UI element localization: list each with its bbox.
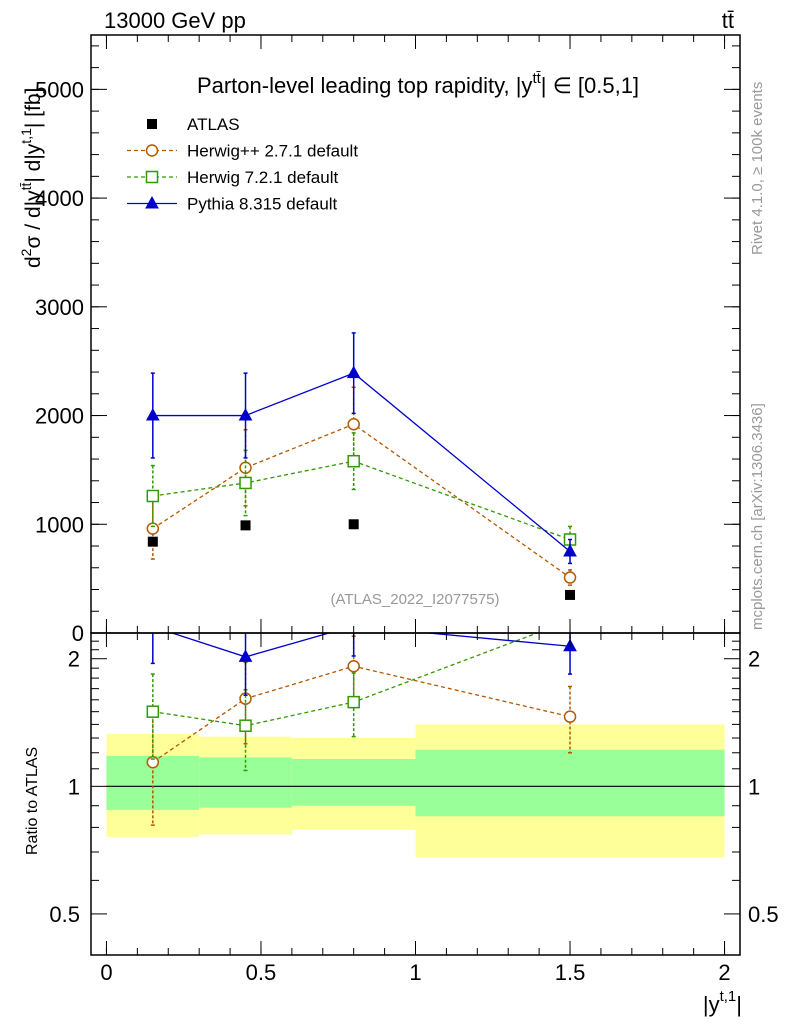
series-2-point-2 — [346, 365, 361, 379]
x-axis-label-sup: t,1 — [720, 988, 737, 1005]
series-0-ratio-point-3 — [563, 710, 577, 723]
series-1-ratio-point-1 — [239, 719, 252, 732]
series-1-point-1 — [239, 476, 252, 490]
legend-label-2: Herwig 7.2.1 default — [187, 168, 338, 187]
band-inner-bin-2 — [291, 759, 416, 806]
ratio-tick-label-left-1: 1 — [68, 774, 80, 799]
chart-title-main: Parton-level leading top rapidity, |y — [197, 73, 533, 98]
y-axis-label-sigma: σ / d|y — [22, 190, 45, 249]
legend-marker-3 — [145, 195, 159, 209]
series-2-point-1 — [238, 408, 253, 421]
legend-label-3: Pythia 8.315 default — [187, 195, 338, 214]
atlas-point-2 — [348, 519, 359, 530]
y-tick-label-0: 0 — [72, 621, 84, 646]
series-1-ratio-point-0 — [146, 705, 160, 718]
series-1-ratio-point-2 — [347, 695, 360, 709]
y-tick-label-5: 5000 — [35, 77, 84, 102]
atlas-point-0 — [147, 536, 158, 547]
ratio-tick-label-left-2: 2 — [68, 647, 80, 672]
chart-title-sup: tt̄ — [532, 70, 541, 87]
atlas-point-1 — [240, 520, 251, 531]
legend-label-1: Herwig++ 2.7.1 default — [187, 142, 358, 161]
ratio-tick-label-right-0: 0.5 — [748, 902, 779, 927]
series-1-line — [152, 460, 571, 541]
series-1-point-2 — [347, 454, 360, 468]
y-axis-label-tail: | [fb] — [22, 88, 45, 128]
rivet-label: Rivet 4.1.0, ≥ 100k events — [749, 82, 766, 255]
main-plot-area — [145, 332, 577, 600]
ratio-plot-area — [146, 620, 577, 826]
ratio-tick-label-left-0: 0.5 — [49, 902, 80, 927]
chart-title-tail: | ∈ [0.5,1] — [541, 73, 639, 98]
series-0-ratio-line — [152, 665, 571, 763]
x-tick-label-4: 2 — [718, 960, 730, 985]
series-2-ratio-point-1 — [238, 649, 253, 662]
series-2-point-0 — [145, 408, 160, 421]
y-axis-label-sup2: 2 — [18, 248, 34, 256]
atlas-point-3 — [565, 589, 576, 600]
series-0-ratio-point-2 — [347, 659, 360, 673]
x-tick-label-3: 1.5 — [555, 960, 586, 985]
y-axis-label-mid: | d|y — [22, 143, 45, 182]
x-axis-label-main: |y — [703, 992, 720, 1017]
series-1-point-0 — [146, 489, 160, 503]
analysis-label: (ATLAS_2022_I2077575) — [330, 591, 499, 608]
y-tick-label-2: 2000 — [35, 404, 84, 429]
x-tick-label-1: 0.5 — [246, 960, 277, 985]
series-0-line — [152, 423, 571, 579]
y-axis-label-d: d — [22, 256, 45, 268]
y-tick-label-4: 4000 — [35, 186, 84, 211]
legend: ATLAS Herwig++ 2.7.1 default Herwig 7.2.1 … — [127, 115, 358, 214]
y-axis-label-sup-tt: tt̄ — [18, 183, 34, 191]
legend-label-0: ATLAS — [187, 115, 240, 134]
x-axis-label: |yt,1| — [703, 988, 742, 1017]
series-1-ratio-line — [152, 633, 540, 727]
series-2-ratio-line — [170, 633, 571, 658]
legend-marker-1 — [145, 144, 159, 157]
series-0-point-2 — [347, 417, 360, 431]
series-2-point-3 — [563, 543, 577, 557]
y-axis-label-sup-t1: t,1 — [18, 128, 34, 144]
x-axis-label-tail: | — [736, 992, 742, 1017]
x-tick-label-2: 1 — [409, 960, 421, 985]
series-2-line — [152, 372, 571, 552]
legend-marker-0 — [147, 119, 157, 129]
ratio-tick-label-right-1: 1 — [748, 774, 760, 799]
legend-marker-2 — [145, 170, 159, 184]
chart-title: Parton-level leading top rapidity, |ytt̄… — [197, 70, 639, 98]
ratio-y-axis-label: Ratio to ATLAS — [24, 747, 41, 855]
energy-label: 13000 GeV pp — [104, 8, 246, 33]
x-tick-label-0: 0 — [100, 960, 112, 985]
series-2-ratio-point-0 — [147, 620, 159, 631]
ratio-uncertainty-bands — [106, 724, 725, 858]
y-tick-label-1: 1000 — [35, 512, 84, 537]
ratio-tick-label-right-2: 2 — [748, 647, 760, 672]
y-axis-label: d2σ / d|ytt̄| d|yt,1| [fb] — [18, 88, 45, 268]
band-inner-bin-3 — [415, 749, 725, 817]
series-0-point-3 — [563, 571, 577, 584]
process-label: tt̄ — [722, 8, 734, 33]
y-tick-label-3: 3000 — [35, 295, 84, 320]
mcplots-label: mcplots.cern.ch [arXiv:1306.3436] — [749, 403, 766, 630]
series-0-point-0 — [146, 522, 160, 535]
